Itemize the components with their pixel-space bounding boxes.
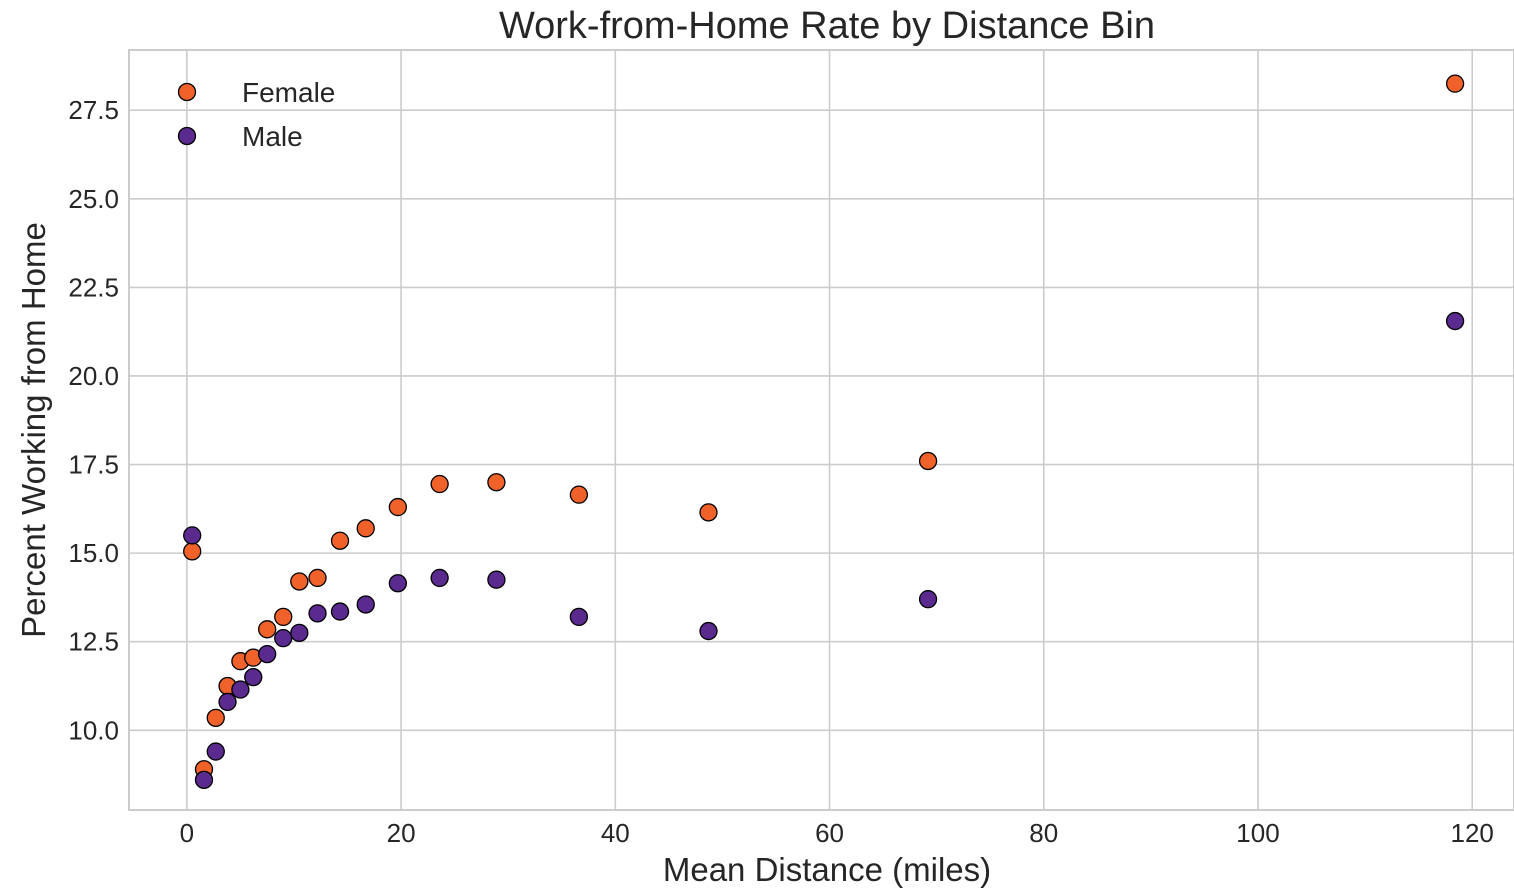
data-point-female — [388, 497, 408, 517]
series-female — [183, 74, 1465, 779]
data-point-male — [258, 644, 277, 664]
data-point-male — [183, 526, 202, 545]
chart-title: Work-from-Home Rate by Distance Bin — [499, 5, 1155, 47]
legend-label-male: Male — [242, 121, 303, 152]
data-point-female — [699, 503, 718, 522]
data-point-female — [330, 531, 350, 550]
y-tick-label: 27.5 — [68, 95, 119, 125]
data-point-male — [918, 590, 938, 609]
legend-marker-female — [177, 82, 197, 102]
x-tick-label: 120 — [1451, 818, 1494, 848]
y-axis-ticks: 10.0 12.5 15.0 17.5 20.0 22.5 25.0 27.5 — [68, 95, 119, 745]
data-point-female — [290, 572, 309, 591]
data-point-female — [1445, 74, 1465, 93]
x-tick-label: 40 — [601, 818, 630, 848]
y-tick-label: 10.0 — [68, 715, 119, 745]
x-tick-label: 0 — [180, 818, 194, 848]
x-tick-label: 60 — [815, 818, 844, 848]
data-point-female — [206, 708, 225, 728]
data-point-male — [388, 574, 408, 593]
x-tick-label: 80 — [1029, 818, 1058, 848]
data-point-male — [206, 742, 225, 761]
y-tick-label: 17.5 — [68, 450, 119, 480]
data-point-male — [290, 623, 309, 642]
data-point-female — [274, 607, 293, 627]
legend-label-female: Female — [242, 77, 335, 108]
legend: Female Male — [177, 77, 335, 152]
y-tick-label: 15.0 — [68, 538, 119, 568]
x-axis-ticks: 0 20 40 60 80 100 120 — [180, 818, 1494, 848]
legend-marker-male — [177, 126, 197, 146]
y-axis-label: Percent Working from Home — [15, 222, 52, 638]
data-point-female — [569, 485, 589, 504]
grid — [129, 50, 1514, 810]
data-point-male — [569, 607, 589, 627]
y-tick-label: 25.0 — [68, 184, 119, 214]
data-point-male — [356, 595, 375, 614]
data-point-male — [218, 692, 237, 712]
data-point-male — [231, 680, 250, 699]
data-point-male — [308, 604, 327, 623]
data-point-male — [487, 570, 506, 589]
data-point-male — [430, 568, 449, 588]
series-male — [183, 311, 1465, 790]
data-point-male — [699, 621, 718, 641]
x-axis-label: Mean Distance (miles) — [663, 851, 991, 888]
data-point-male — [330, 602, 350, 621]
plot-frame — [128, 49, 1514, 811]
y-tick-label: 22.5 — [68, 272, 119, 302]
x-tick-label: 20 — [387, 818, 416, 848]
data-point-male — [274, 629, 293, 648]
y-tick-label: 12.5 — [68, 627, 119, 657]
data-point-female — [183, 542, 202, 561]
data-points — [183, 74, 1465, 790]
x-tick-label: 100 — [1236, 818, 1279, 848]
data-point-female — [258, 620, 277, 639]
data-point-female — [487, 473, 506, 492]
data-point-female — [356, 519, 375, 538]
data-point-male — [194, 770, 214, 790]
data-point-female — [918, 451, 938, 471]
data-point-female — [308, 568, 327, 588]
y-tick-label: 20.0 — [68, 361, 119, 391]
data-point-female — [430, 474, 449, 494]
data-point-male — [1445, 311, 1465, 331]
data-point-male — [244, 667, 263, 687]
